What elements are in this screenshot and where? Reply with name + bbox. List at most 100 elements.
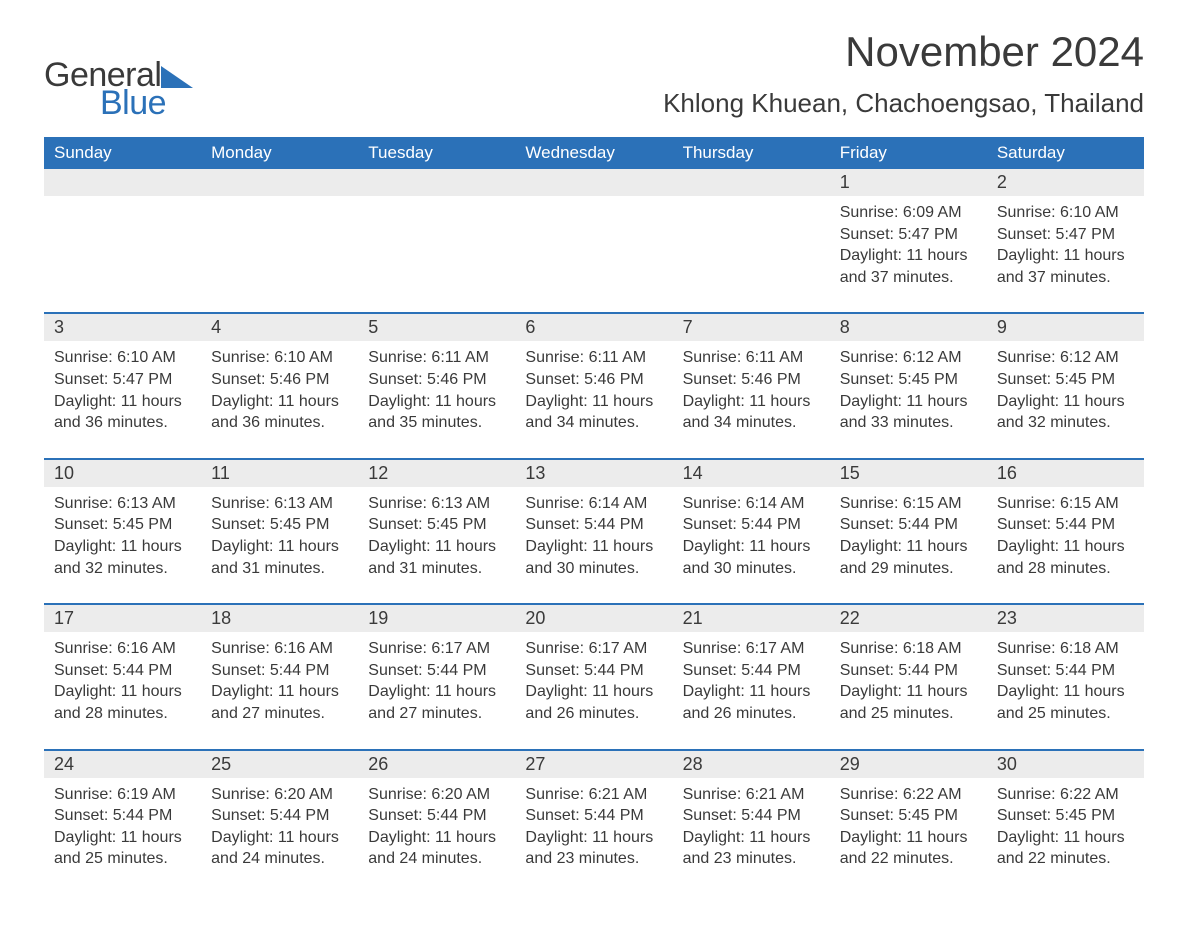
sunrise-line: Sunrise: 6:10 AM	[211, 347, 348, 369]
calendar-week: 24252627282930Sunrise: 6:19 AMSunset: 5:…	[44, 749, 1144, 894]
day-number	[44, 169, 201, 196]
sunset-line: Sunset: 5:44 PM	[368, 805, 505, 827]
day-cell	[358, 196, 515, 288]
day-number	[358, 169, 515, 196]
sunrise-line: Sunrise: 6:22 AM	[997, 784, 1134, 806]
day-header: Tuesday	[358, 137, 515, 169]
day-cell: Sunrise: 6:21 AMSunset: 5:44 PMDaylight:…	[515, 778, 672, 870]
daylight-line: Daylight: 11 hours and 30 minutes.	[525, 536, 662, 579]
location-subtitle: Khlong Khuean, Chachoengsao, Thailand	[663, 88, 1144, 119]
day-cell: Sunrise: 6:21 AMSunset: 5:44 PMDaylight:…	[673, 778, 830, 870]
day-number: 24	[44, 751, 201, 778]
daylight-line: Daylight: 11 hours and 28 minutes.	[54, 681, 191, 724]
day-header: Wednesday	[515, 137, 672, 169]
day-number: 26	[358, 751, 515, 778]
sunrise-line: Sunrise: 6:14 AM	[525, 493, 662, 515]
daylight-line: Daylight: 11 hours and 31 minutes.	[211, 536, 348, 579]
day-number: 30	[987, 751, 1144, 778]
day-number: 8	[830, 314, 987, 341]
sunrise-line: Sunrise: 6:20 AM	[211, 784, 348, 806]
daylight-line: Daylight: 11 hours and 22 minutes.	[840, 827, 977, 870]
day-cell: Sunrise: 6:09 AMSunset: 5:47 PMDaylight:…	[830, 196, 987, 288]
daylight-line: Daylight: 11 hours and 31 minutes.	[368, 536, 505, 579]
sunset-line: Sunset: 5:44 PM	[683, 514, 820, 536]
daynum-row: 3456789	[44, 314, 1144, 341]
sunset-line: Sunset: 5:47 PM	[840, 224, 977, 246]
sunrise-line: Sunrise: 6:15 AM	[997, 493, 1134, 515]
sunrise-line: Sunrise: 6:17 AM	[525, 638, 662, 660]
sunrise-line: Sunrise: 6:16 AM	[54, 638, 191, 660]
sunrise-line: Sunrise: 6:15 AM	[840, 493, 977, 515]
day-cell: Sunrise: 6:11 AMSunset: 5:46 PMDaylight:…	[515, 341, 672, 433]
day-number: 22	[830, 605, 987, 632]
day-cell: Sunrise: 6:17 AMSunset: 5:44 PMDaylight:…	[515, 632, 672, 724]
sunrise-line: Sunrise: 6:13 AM	[211, 493, 348, 515]
day-number: 18	[201, 605, 358, 632]
day-cell	[201, 196, 358, 288]
sunset-line: Sunset: 5:44 PM	[525, 514, 662, 536]
sunset-line: Sunset: 5:44 PM	[997, 660, 1134, 682]
daylight-line: Daylight: 11 hours and 37 minutes.	[840, 245, 977, 288]
day-cell: Sunrise: 6:15 AMSunset: 5:44 PMDaylight:…	[830, 487, 987, 579]
sunrise-line: Sunrise: 6:12 AM	[997, 347, 1134, 369]
day-cell: Sunrise: 6:20 AMSunset: 5:44 PMDaylight:…	[358, 778, 515, 870]
daylight-line: Daylight: 11 hours and 26 minutes.	[683, 681, 820, 724]
day-number: 27	[515, 751, 672, 778]
daynum-row: 10111213141516	[44, 460, 1144, 487]
day-number: 3	[44, 314, 201, 341]
sunrise-line: Sunrise: 6:16 AM	[211, 638, 348, 660]
day-number	[515, 169, 672, 196]
calendar-week: 3456789Sunrise: 6:10 AMSunset: 5:47 PMDa…	[44, 312, 1144, 457]
daylight-line: Daylight: 11 hours and 27 minutes.	[211, 681, 348, 724]
sunset-line: Sunset: 5:45 PM	[211, 514, 348, 536]
day-cell: Sunrise: 6:13 AMSunset: 5:45 PMDaylight:…	[201, 487, 358, 579]
daylight-line: Daylight: 11 hours and 24 minutes.	[368, 827, 505, 870]
day-number: 9	[987, 314, 1144, 341]
page-title: November 2024	[663, 28, 1144, 76]
daylight-line: Daylight: 11 hours and 27 minutes.	[368, 681, 505, 724]
sunrise-line: Sunrise: 6:11 AM	[683, 347, 820, 369]
sunrise-line: Sunrise: 6:12 AM	[840, 347, 977, 369]
daynum-row: 24252627282930	[44, 751, 1144, 778]
day-cell: Sunrise: 6:13 AMSunset: 5:45 PMDaylight:…	[358, 487, 515, 579]
day-header: Sunday	[44, 137, 201, 169]
day-number: 21	[673, 605, 830, 632]
day-number: 28	[673, 751, 830, 778]
daylight-line: Daylight: 11 hours and 28 minutes.	[997, 536, 1134, 579]
sunrise-line: Sunrise: 6:10 AM	[997, 202, 1134, 224]
day-number: 6	[515, 314, 672, 341]
daylight-line: Daylight: 11 hours and 23 minutes.	[525, 827, 662, 870]
daylight-line: Daylight: 11 hours and 25 minutes.	[840, 681, 977, 724]
logo-triangle-icon	[161, 66, 193, 88]
day-number	[201, 169, 358, 196]
sunrise-line: Sunrise: 6:13 AM	[368, 493, 505, 515]
sunrise-line: Sunrise: 6:17 AM	[368, 638, 505, 660]
day-cell: Sunrise: 6:16 AMSunset: 5:44 PMDaylight:…	[44, 632, 201, 724]
sunset-line: Sunset: 5:47 PM	[54, 369, 191, 391]
day-number: 13	[515, 460, 672, 487]
sunset-line: Sunset: 5:44 PM	[525, 660, 662, 682]
calendar-week: 17181920212223Sunrise: 6:16 AMSunset: 5:…	[44, 603, 1144, 748]
day-cell: Sunrise: 6:22 AMSunset: 5:45 PMDaylight:…	[987, 778, 1144, 870]
sunset-line: Sunset: 5:45 PM	[997, 369, 1134, 391]
day-cell: Sunrise: 6:10 AMSunset: 5:46 PMDaylight:…	[201, 341, 358, 433]
day-number: 15	[830, 460, 987, 487]
day-cell: Sunrise: 6:11 AMSunset: 5:46 PMDaylight:…	[358, 341, 515, 433]
day-number: 14	[673, 460, 830, 487]
day-number: 4	[201, 314, 358, 341]
day-number: 19	[358, 605, 515, 632]
sunrise-line: Sunrise: 6:10 AM	[54, 347, 191, 369]
daylight-line: Daylight: 11 hours and 34 minutes.	[683, 391, 820, 434]
daylight-line: Daylight: 11 hours and 34 minutes.	[525, 391, 662, 434]
day-number: 25	[201, 751, 358, 778]
sunset-line: Sunset: 5:44 PM	[211, 660, 348, 682]
day-cell: Sunrise: 6:18 AMSunset: 5:44 PMDaylight:…	[987, 632, 1144, 724]
daylight-line: Daylight: 11 hours and 30 minutes.	[683, 536, 820, 579]
sunrise-line: Sunrise: 6:21 AM	[683, 784, 820, 806]
day-number: 20	[515, 605, 672, 632]
day-number: 23	[987, 605, 1144, 632]
day-number: 7	[673, 314, 830, 341]
sunset-line: Sunset: 5:46 PM	[211, 369, 348, 391]
sunset-line: Sunset: 5:46 PM	[368, 369, 505, 391]
calendar-day-headers: SundayMondayTuesdayWednesdayThursdayFrid…	[44, 137, 1144, 169]
